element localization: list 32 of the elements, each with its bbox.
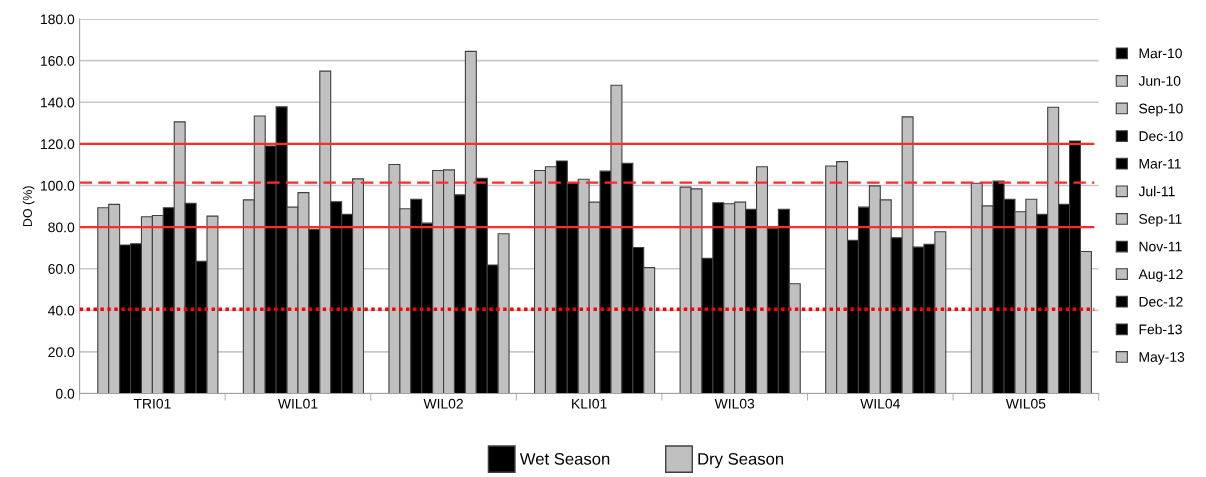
legend-label: Jun-10 (1138, 76, 1181, 86)
y-tick-label: 0.0 (55, 388, 75, 399)
legend-label: Sep-11 (1139, 214, 1182, 227)
x-tick-label: WIL03 (714, 398, 755, 409)
x-tick-label: WIL01 (277, 398, 318, 409)
x-tick-label: WIL05 (1005, 398, 1046, 409)
legend-label: Sep-10 (1139, 103, 1183, 117)
y-tick-label: 120.0 (41, 139, 75, 150)
legend-label: Feb-13 (1139, 324, 1182, 335)
y-tick-label: 100.0 (41, 180, 75, 191)
y-tick-label: 180.0 (41, 14, 75, 25)
legend-label: Dec-12 (1139, 296, 1183, 307)
legend-label: Nov-11 (1139, 241, 1182, 252)
x-tick-label: TRI01 (133, 398, 171, 409)
y-tick-label: 80.0 (48, 222, 75, 233)
x-tick-label: WIL02 (423, 398, 463, 409)
y-tick-label: 40.0 (48, 305, 75, 316)
y-tick-label: 140.0 (41, 97, 75, 108)
text: Wet Season (519, 452, 610, 465)
legend-label: Mar-10 (1139, 48, 1182, 59)
legend-label: Aug-12 (1138, 269, 1183, 282)
y-tick-label: 60.0 (48, 264, 75, 274)
y-axis-title: DO (%) (22, 186, 35, 227)
text: Dry Season (698, 452, 784, 469)
x-tick-label: WIL04 (860, 398, 900, 409)
x-tick-label: KLI01 (572, 398, 607, 409)
legend-label: May-13 (1139, 352, 1185, 365)
legend-label: Jul-11 (1138, 186, 1175, 197)
legend-label: Dec-10 (1139, 131, 1183, 142)
legend-label: Mar-11 (1139, 158, 1181, 169)
y-tick-label: 160.0 (41, 56, 75, 66)
y-tick-label: 20.0 (48, 347, 75, 358)
